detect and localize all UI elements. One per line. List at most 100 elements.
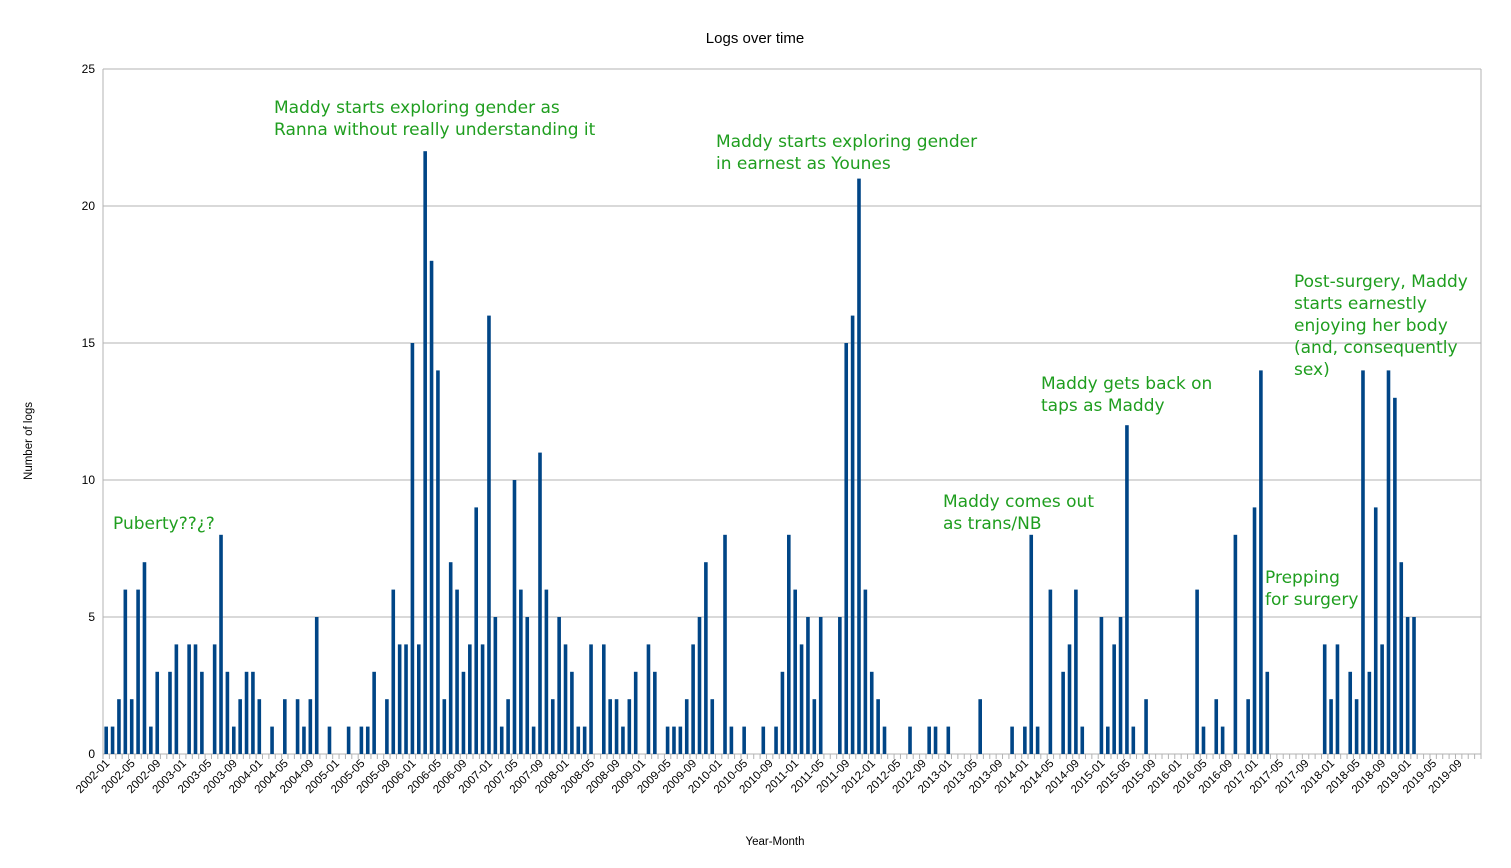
bar [621,726,625,754]
bar [410,343,415,754]
bar [863,589,868,754]
bar [1412,617,1416,754]
bar [774,726,778,754]
bar [780,671,785,754]
y-tick-label: 15 [82,336,96,350]
bar [927,726,931,754]
bar [474,507,479,754]
bar [1399,562,1404,754]
bar [257,699,262,754]
x-axis-ticks: 2002-012002-052002-092003-012003-052003-… [74,754,1482,796]
bar [104,726,108,754]
bar [787,534,791,754]
bar [251,671,255,754]
annotation-line: Ranna without really understanding it [274,120,596,140]
bar [129,699,134,754]
bar [691,644,695,754]
bar [723,534,727,754]
bar [397,644,402,754]
bar [283,699,287,754]
bar [225,671,230,754]
bar [442,699,447,754]
bar [538,452,542,754]
bar [1067,644,1072,754]
annotation-line: starts earnestly [1294,294,1427,314]
annotation-line: Post-surgery, Maddy [1294,272,1468,292]
bar [1233,534,1238,754]
bar [570,671,574,754]
bar [761,726,766,754]
bar [1080,726,1085,754]
annotations: Puberty??¿? Maddy starts exploring gender… [113,98,1468,610]
bar [1335,644,1340,754]
bar [423,151,427,754]
bar [838,617,842,754]
annotation-line: enjoying her body [1294,316,1448,336]
annotation: Maddy gets back on taps as Maddy [1041,374,1212,416]
bar [1112,644,1116,754]
bar [506,699,510,754]
bar [295,699,300,754]
annotation: Post-surgery, Maddy starts earnestly enjoy… [1294,272,1468,380]
bar [697,617,702,754]
bar [550,699,555,754]
bar [525,617,530,754]
bar [327,726,332,754]
bar [346,726,351,754]
bar [391,589,396,754]
bar [1029,534,1034,754]
bar [200,671,204,754]
bar [1380,644,1384,754]
bar [512,480,517,754]
bar [806,617,810,754]
bar [142,562,147,754]
annotation-line: (and, consequently [1294,338,1458,358]
bar [155,671,160,754]
bar [812,699,817,754]
bar [1125,425,1129,754]
annotation-line: Maddy comes out [943,492,1094,512]
bar [168,671,172,754]
bar [850,315,855,754]
bar [123,589,128,754]
bar [582,726,587,754]
bar [1265,671,1270,754]
bar [1246,699,1250,754]
bar [704,562,708,754]
bar [908,726,912,754]
bar [1118,617,1123,754]
bar [1329,699,1333,754]
bar [793,589,797,754]
annotation: Maddy starts exploring gender in earnest … [716,132,977,174]
y-tick-label: 10 [82,473,96,487]
bar [193,644,198,754]
annotation-line: for surgery [1265,590,1358,610]
annotation: Prepping for surgery [1265,568,1358,610]
bar [455,589,459,754]
bar [1195,589,1199,754]
bar [684,699,689,754]
bar [978,699,982,754]
bar [531,726,536,754]
chart-title: Logs over time [706,30,804,47]
bar [519,589,523,754]
bar [270,726,274,754]
bar [110,726,115,754]
bar [487,315,491,754]
bar [117,699,121,754]
bar [633,671,638,754]
bar [742,726,746,754]
bar [1361,370,1365,754]
annotation-line: sex) [1294,360,1330,380]
bar [493,617,498,754]
y-tick-label: 25 [82,62,96,76]
bar [799,644,804,754]
annotation: Maddy starts exploring gender as Ranna wi… [274,98,596,140]
bar [359,726,364,754]
y-axis-label: Number of logs [23,402,35,480]
y-tick-label: 0 [88,747,95,761]
bar [1386,370,1391,754]
bar [576,726,581,754]
bar [1010,726,1014,754]
